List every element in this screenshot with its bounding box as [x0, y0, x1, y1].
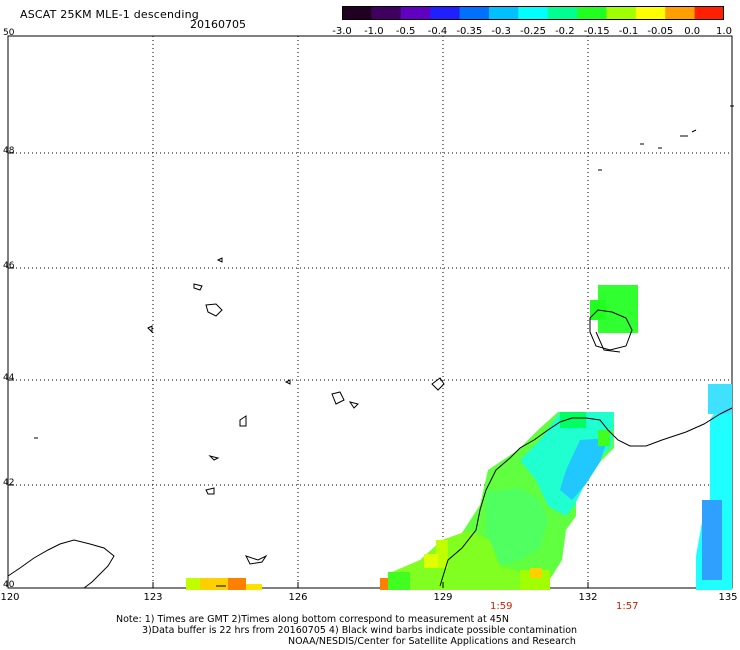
colorbar-label: -0.1 — [618, 26, 639, 37]
data-swath-east — [696, 384, 732, 590]
lat-label-50: 50 — [3, 28, 15, 38]
colorbar-label: -0.2 — [555, 26, 575, 37]
time-label-1: 1:59 — [490, 601, 513, 612]
colorbar-segment — [577, 6, 607, 20]
colorbar-segment — [371, 6, 402, 20]
colorbar-labels: -3.0 -1.0 -0.5 -0.4 -0.35 -0.3 -0.25 -0.2 -0.15-… — [330, 26, 732, 40]
colorbar-label: -0.3 — [491, 26, 511, 37]
colorbar-segment — [459, 6, 490, 20]
data-swath-sw — [186, 578, 262, 590]
colorbar-segment — [400, 6, 431, 20]
coastlines — [7, 105, 734, 589]
colorbar-segment — [606, 6, 637, 20]
map-frame — [7, 35, 733, 589]
colorbar-label: -1.0 — [364, 26, 384, 37]
lon-label-135: 135 — [718, 592, 738, 603]
lon-label-120: 120 — [0, 592, 20, 603]
note-line-1: Note: 1) Times are GMT 2)Times along bot… — [116, 614, 509, 625]
chart-date: 20160705 — [190, 18, 246, 31]
lon-label-123: 123 — [143, 592, 163, 603]
lon-label-126: 126 — [288, 592, 308, 603]
colorbar — [342, 6, 724, 20]
lon-label-132: 132 — [578, 592, 598, 603]
colorbar-label: -0.35 — [456, 26, 483, 37]
colorbar-segment — [665, 6, 696, 20]
colorbar-segment — [518, 6, 549, 20]
colorbar-segment — [694, 6, 724, 20]
lat-label-42: 42 — [3, 478, 15, 488]
lat-label-40: 40 — [3, 580, 15, 590]
colorbar-segment — [488, 6, 519, 20]
chart-title: ASCAT 25KM MLE-1 descending — [20, 8, 199, 21]
data-swath-ne — [590, 285, 638, 333]
colorbar-segment — [342, 6, 372, 20]
colorbar-label: -0.15 — [583, 26, 610, 37]
lon-label-129: 129 — [433, 592, 453, 603]
colorbar-label: 1.0 — [716, 26, 732, 37]
colorbar-segment — [547, 6, 578, 20]
gridlines — [8, 36, 732, 588]
colorbar-label: -0.5 — [395, 26, 416, 37]
colorbar-segment — [635, 6, 666, 20]
time-label-2: 1:57 — [616, 601, 639, 612]
note-line-2: 3)Data buffer is 22 hrs from 20160705 4)… — [142, 625, 578, 636]
data-swath-main — [380, 412, 614, 590]
colorbar-label: -0.25 — [520, 26, 546, 37]
colorbar-label: -3.0 — [332, 26, 352, 37]
lat-label-48: 48 — [3, 146, 15, 156]
colorbar-label: -0.4 — [427, 26, 448, 37]
lat-label-46: 46 — [3, 261, 15, 271]
colorbar-label: -0.05 — [647, 26, 674, 37]
lat-label-44: 44 — [3, 373, 15, 383]
colorbar-segment — [430, 6, 461, 20]
ticks — [8, 152, 589, 588]
colorbar-label: 0.0 — [684, 26, 701, 37]
note-line-3: NOAA/NESDIS/Center for Satellite Applica… — [288, 636, 576, 647]
